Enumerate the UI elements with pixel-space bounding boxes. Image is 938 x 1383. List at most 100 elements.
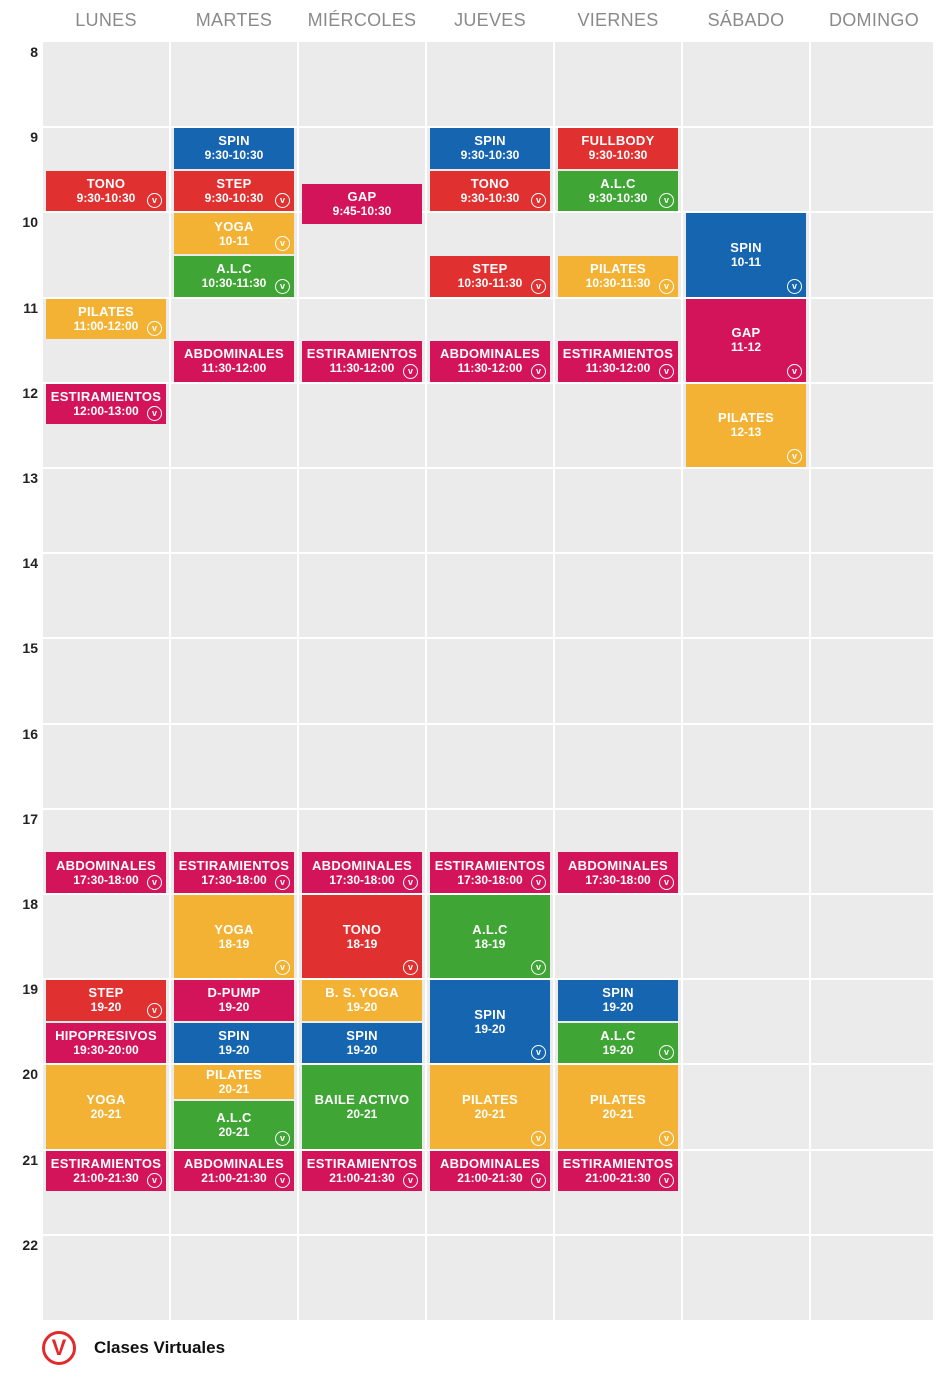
class-event[interactable]: ABDOMINALES 21:00-21:30 v <box>174 1150 294 1192</box>
virtual-class-icon: v <box>147 321 162 337</box>
day-header-2: MIÉRCOLES <box>307 10 417 30</box>
class-event[interactable]: ESTIRAMIENTOS 17:30-18:00 v <box>430 852 550 893</box>
class-event[interactable]: ESTIRAMIENTOS 11:30-12:00 v <box>558 341 678 382</box>
class-name: ABDOMINALES <box>311 857 413 873</box>
class-event[interactable]: A.L.C 9:30-10:30 v <box>558 170 678 212</box>
hour-divider <box>42 467 933 469</box>
class-event[interactable]: ABDOMINALES 11:30-12:00 <box>174 341 294 382</box>
virtual-class-icon: v <box>787 278 802 294</box>
class-event[interactable]: A.L.C 20-21 v <box>174 1101 294 1149</box>
class-time: 18-19 <box>346 936 378 951</box>
class-time: 9:30-10:30 <box>76 191 136 206</box>
grid-column <box>811 42 933 1320</box>
class-event[interactable]: ABDOMINALES 21:00-21:30 v <box>430 1150 550 1192</box>
class-event[interactable]: SPIN 19-20 <box>302 1022 422 1064</box>
virtual-class-icon: v <box>659 363 674 379</box>
hour-divider <box>42 722 933 725</box>
class-name: ESTIRAMIENTOS <box>178 857 290 873</box>
class-name: ABDOMINALES <box>183 346 285 362</box>
hour-divider <box>42 381 933 384</box>
class-event[interactable]: FULLBODY 9:30-10:30 <box>558 128 678 169</box>
class-name: YOGA <box>86 1091 126 1107</box>
virtual-class-icon: v <box>531 1173 546 1189</box>
class-event[interactable]: SPIN 19-20 <box>174 1022 294 1064</box>
hour-label: 19 <box>22 981 38 998</box>
class-time: 19-20 <box>218 1043 250 1058</box>
class-event[interactable]: GAP 11-12 v <box>686 298 806 382</box>
class-name: A.L.C <box>472 921 508 937</box>
virtual-class-icon: v <box>659 874 674 890</box>
class-time: 17:30-18:00 <box>585 872 651 887</box>
class-event[interactable]: PILATES 20-21 v <box>558 1065 678 1149</box>
hour-label: 22 <box>22 1236 38 1253</box>
class-event[interactable]: ABDOMINALES 11:30-12:00 v <box>430 341 550 382</box>
class-name: HIPOPRESIVOS <box>55 1028 157 1044</box>
class-event[interactable]: ABDOMINALES 17:30-18:00 v <box>558 852 678 893</box>
legend: V Clases Virtuales <box>42 1328 225 1368</box>
virtual-class-icon: v <box>275 874 290 890</box>
class-name: A.L.C <box>600 176 636 192</box>
hour-label: 8 <box>30 44 38 60</box>
class-event[interactable]: PILATES 12-13 v <box>686 383 806 467</box>
class-time: 20-21 <box>346 1106 378 1121</box>
virtual-class-icon: v <box>147 874 162 890</box>
class-time: 18-19 <box>218 936 250 951</box>
hour-label: 20 <box>22 1066 38 1083</box>
class-event[interactable]: PILATES 20-21 v <box>430 1065 550 1149</box>
class-event[interactable]: YOGA 20-21 <box>46 1065 166 1149</box>
hour-divider <box>42 552 933 555</box>
class-event[interactable]: STEP 9:30-10:30 v <box>174 170 294 212</box>
class-event[interactable]: A.L.C 10:30-11:30 v <box>174 256 294 297</box>
hour-label: 15 <box>22 640 38 657</box>
hour-label: 10 <box>22 214 38 231</box>
hour-divider <box>42 637 933 640</box>
class-event[interactable]: ESTIRAMIENTOS 21:00-21:30 v <box>46 1150 166 1192</box>
class-event[interactable]: PILATES 20-21 <box>174 1065 294 1100</box>
virtual-class-icon: v <box>659 1130 674 1146</box>
virtual-class-icon: v <box>275 278 290 294</box>
class-event[interactable]: ABDOMINALES 17:30-18:00 v <box>302 852 422 893</box>
class-event[interactable]: SPIN 9:30-10:30 <box>430 128 550 169</box>
class-time: 11:00-12:00 <box>73 318 139 333</box>
class-event[interactable]: SPIN 19-20 <box>558 980 678 1021</box>
class-event[interactable]: ABDOMINALES 17:30-18:00 v <box>46 852 166 893</box>
class-event[interactable]: A.L.C 19-20 v <box>558 1022 678 1064</box>
class-event[interactable]: HIPOPRESIVOS 19:30-20:00 <box>46 1022 166 1064</box>
class-event[interactable]: SPIN 19-20 v <box>430 980 550 1064</box>
class-event[interactable]: PILATES 10:30-11:30 v <box>558 256 678 297</box>
class-name: ABDOMINALES <box>55 857 157 873</box>
class-event[interactable]: TONO 9:30-10:30 v <box>430 170 550 212</box>
virtual-class-icon: v <box>531 1130 546 1146</box>
class-event[interactable]: STEP 10:30-11:30 v <box>430 256 550 297</box>
class-name: ESTIRAMIENTOS <box>562 346 674 362</box>
class-event[interactable]: GAP 9:45-10:30 <box>302 183 422 225</box>
class-name: ABDOMINALES <box>183 1155 285 1171</box>
hour-divider <box>42 807 933 810</box>
class-event[interactable]: ESTIRAMIENTOS 21:00-21:30 v <box>302 1150 422 1192</box>
class-event[interactable]: YOGA 10-11 v <box>174 213 294 254</box>
class-event[interactable]: ESTIRAMIENTOS 12:00-13:00 v <box>46 383 166 425</box>
virtual-class-icon: v <box>659 1173 674 1189</box>
class-event[interactable]: SPIN 9:30-10:30 <box>174 128 294 169</box>
class-event[interactable]: BAILE ACTIVO 20-21 <box>302 1065 422 1149</box>
class-event[interactable]: A.L.C 18-19 v <box>430 895 550 979</box>
virtual-class-icon: v <box>531 1045 546 1061</box>
virtual-class-icon: v <box>147 193 162 209</box>
class-event[interactable]: PILATES 11:00-12:00 v <box>46 298 166 340</box>
class-event[interactable]: B. S. YOGA 19-20 <box>302 980 422 1021</box>
class-event[interactable]: YOGA 18-19 v <box>174 895 294 979</box>
class-event[interactable]: ESTIRAMIENTOS 11:30-12:00 v <box>302 341 422 382</box>
class-event[interactable]: TONO 9:30-10:30 v <box>46 170 166 212</box>
class-name: ESTIRAMIENTOS <box>306 1155 418 1171</box>
class-time: 21:00-21:30 <box>329 1170 395 1185</box>
class-name: SPIN <box>218 133 250 149</box>
class-event[interactable]: TONO 18-19 v <box>302 895 422 979</box>
class-event[interactable]: ESTIRAMIENTOS 17:30-18:00 v <box>174 852 294 893</box>
class-event[interactable]: STEP 19-20 v <box>46 980 166 1021</box>
day-header-4: VIERNES <box>577 10 659 30</box>
virtual-class-icon: v <box>659 278 674 294</box>
class-event[interactable]: D-PUMP 19-20 <box>174 980 294 1021</box>
class-event[interactable]: SPIN 10-11 v <box>686 213 806 297</box>
class-event[interactable]: ESTIRAMIENTOS 21:00-21:30 v <box>558 1150 678 1192</box>
